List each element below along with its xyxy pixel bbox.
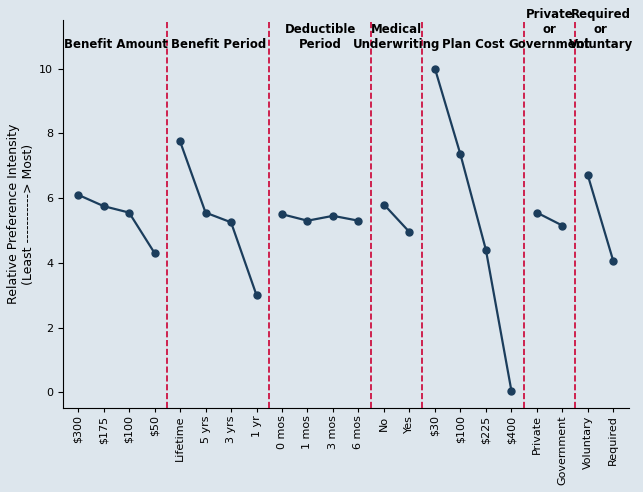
Text: Benefit Amount: Benefit Amount xyxy=(64,38,168,51)
Text: Private
or
Government: Private or Government xyxy=(509,8,590,51)
Text: Plan Cost: Plan Cost xyxy=(442,38,504,51)
Y-axis label: Relative Preference Intensity
(Least -----------> Most): Relative Preference Intensity (Least ---… xyxy=(7,124,35,305)
Text: Required
or
Voluntary: Required or Voluntary xyxy=(568,8,633,51)
Text: Deductible
Period: Deductible Period xyxy=(285,23,356,51)
Text: Benefit Period: Benefit Period xyxy=(170,38,266,51)
Text: Medical
Underwriting: Medical Underwriting xyxy=(353,23,440,51)
